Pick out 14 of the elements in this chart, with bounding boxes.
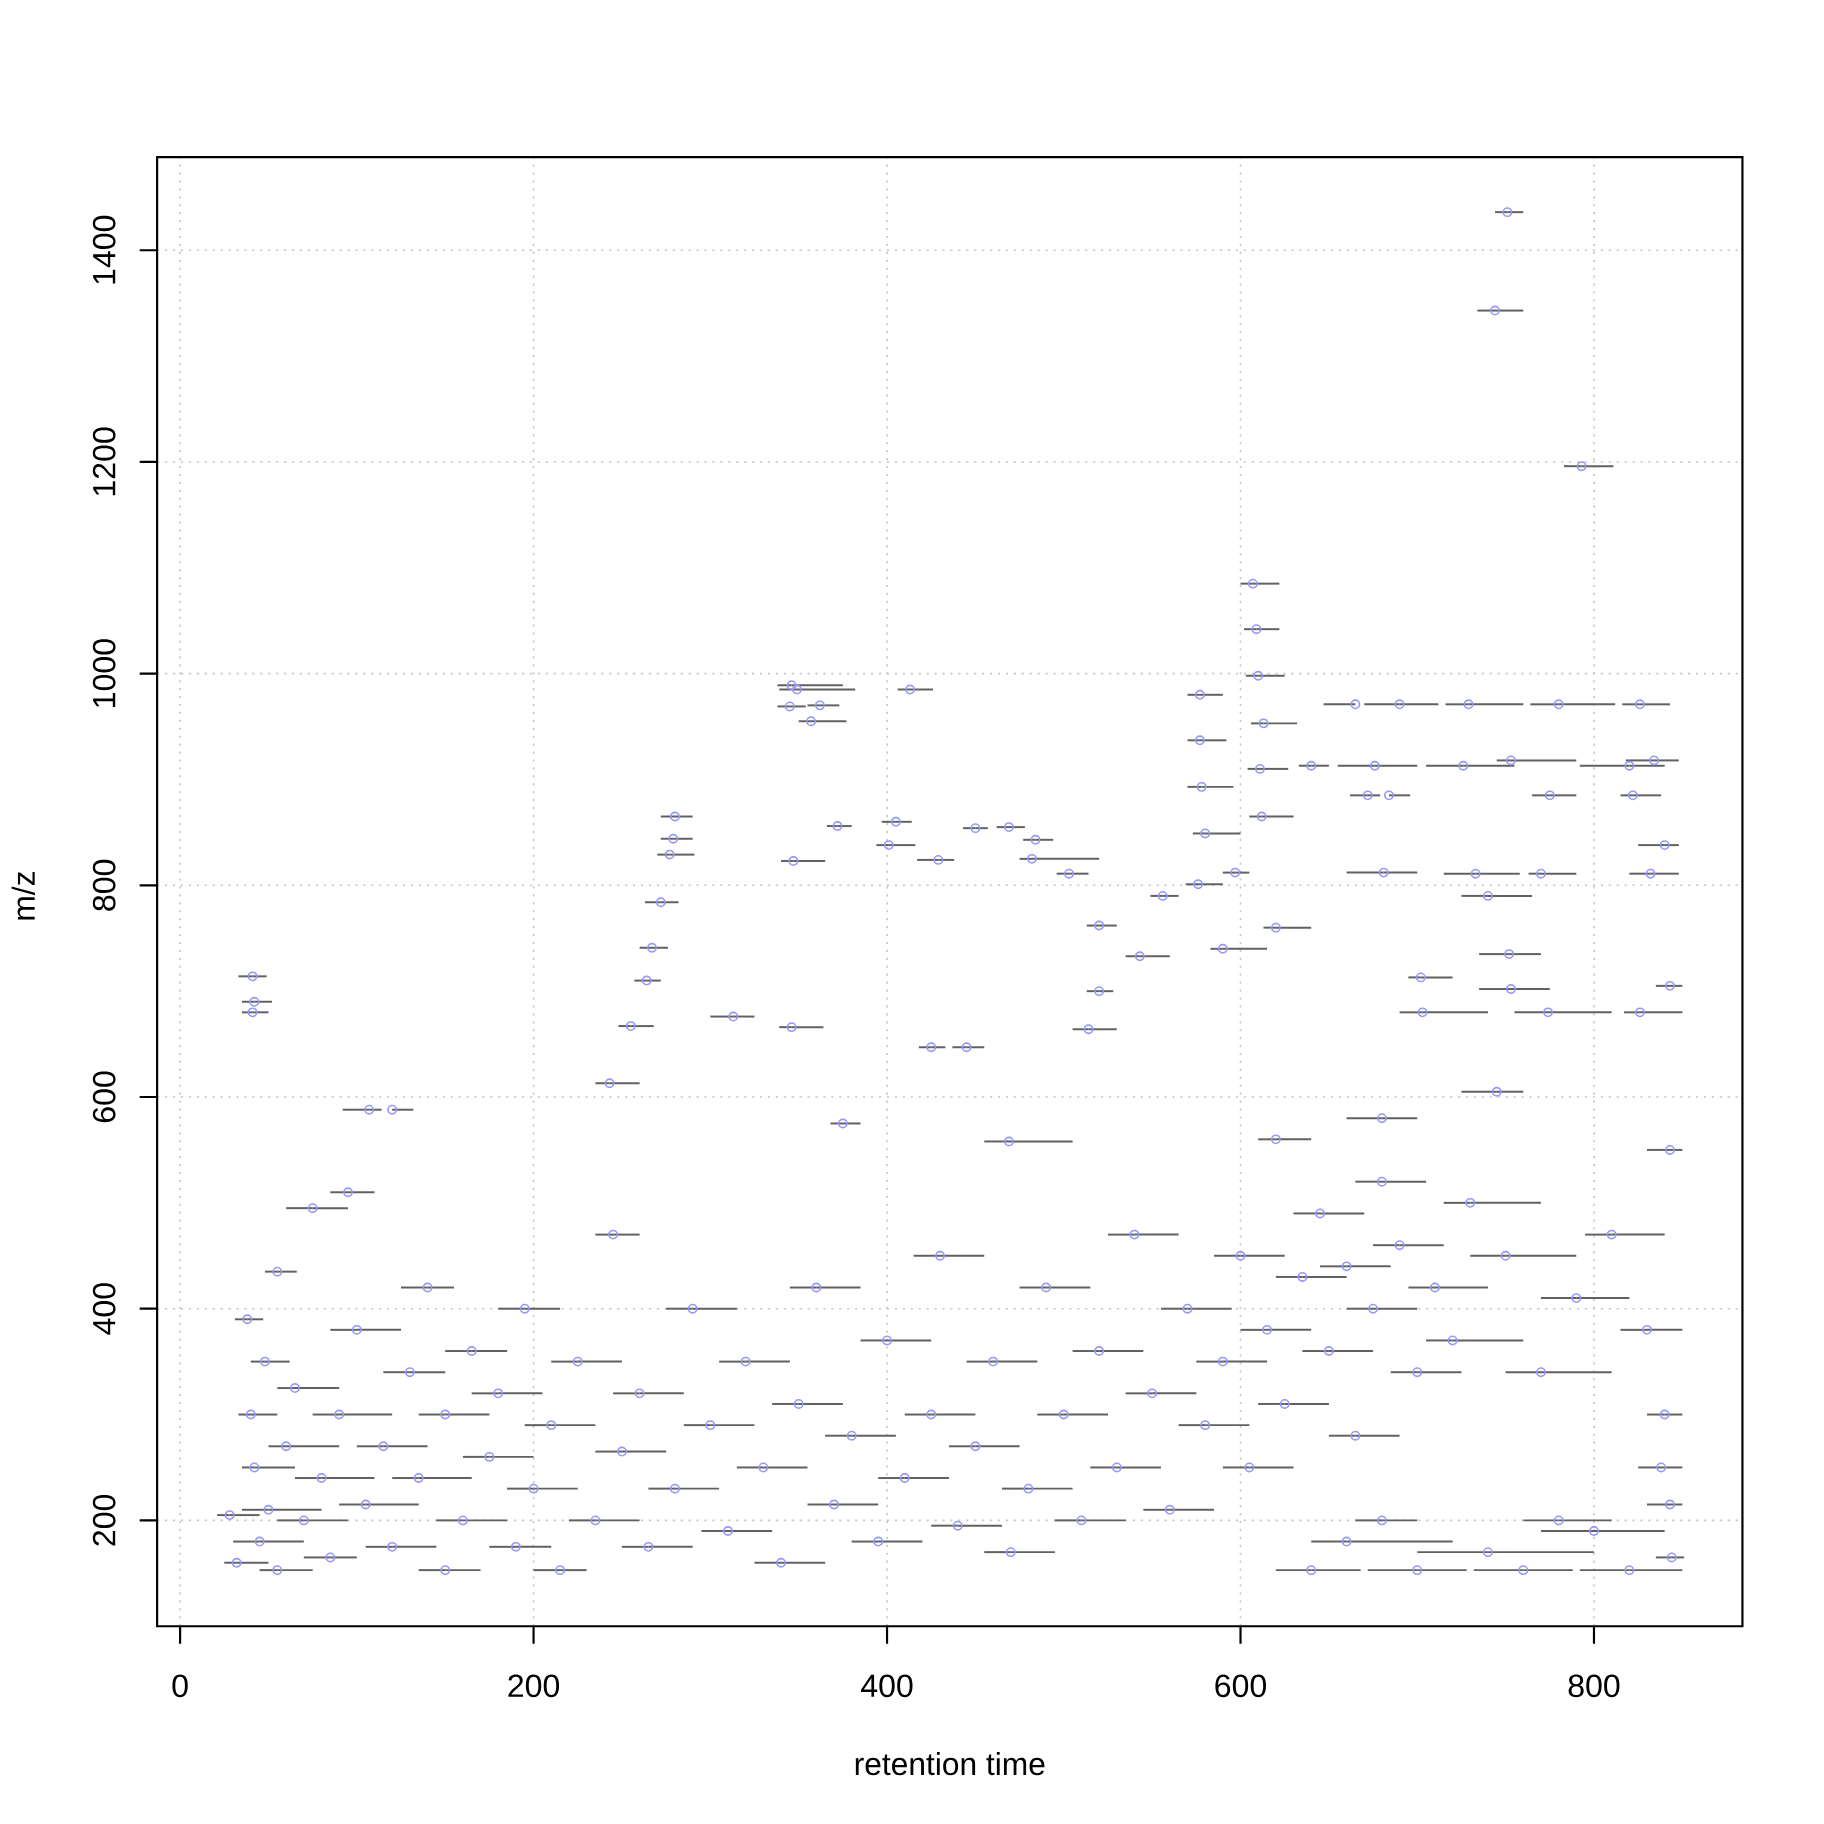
x-tick-label: 400	[861, 1674, 913, 1698]
y-tick-label: 400	[92, 1283, 116, 1335]
x-axis-title: retention time	[855, 1751, 1045, 1776]
x-tick-label: 800	[1568, 1674, 1620, 1698]
y-tick-label: 800	[92, 859, 116, 911]
y-tick-label: 1000	[92, 639, 116, 707]
x-tick-label: 0	[172, 1674, 188, 1698]
y-tick-label: 1200	[92, 427, 116, 496]
x-tick-label: 600	[1215, 1674, 1266, 1698]
x-tick-label: 200	[508, 1674, 560, 1698]
y-tick-label: 1400	[92, 215, 116, 284]
y-tick-label: 600	[92, 1071, 116, 1123]
y-tick-label: 200	[92, 1494, 116, 1546]
y-axis-title: m/z	[11, 872, 35, 920]
